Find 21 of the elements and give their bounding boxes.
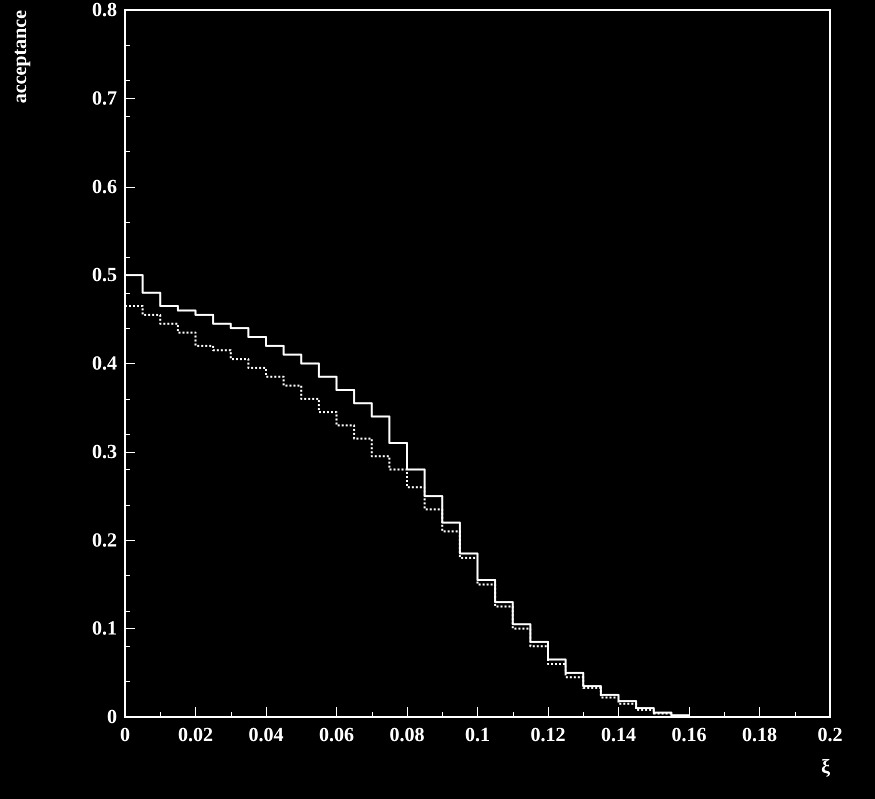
x-axis-title: ξ — [821, 756, 830, 778]
y-axis-title: acceptance — [9, 10, 31, 104]
y-tick-label: 0.8 — [92, 0, 117, 21]
x-tick-label: 0.02 — [178, 724, 213, 746]
y-tick-label: 0.1 — [92, 618, 117, 640]
x-tick-label: 0.14 — [601, 724, 636, 746]
y-tick-label: 0.7 — [92, 87, 117, 110]
x-tick-label: 0.1 — [465, 724, 490, 746]
x-tick-label: 0.04 — [248, 724, 284, 746]
y-tick-label: 0.4 — [92, 352, 117, 374]
y-tick-label: 0.5 — [92, 264, 117, 286]
x-tick-label: 0.12 — [530, 724, 566, 746]
y-tick-label: 0.6 — [92, 176, 117, 198]
x-tick-label: 0.08 — [390, 724, 424, 746]
x-tick-label: 0.16 — [672, 724, 706, 746]
x-tick-label: 0.18 — [742, 724, 777, 746]
x-tick-label: 0.2 — [818, 724, 842, 746]
y-tick-label: 0 — [107, 706, 117, 728]
y-tick-label: 0.3 — [92, 440, 117, 463]
x-tick-label: 0.06 — [319, 724, 354, 746]
y-tick-label: 0.2 — [92, 529, 117, 552]
